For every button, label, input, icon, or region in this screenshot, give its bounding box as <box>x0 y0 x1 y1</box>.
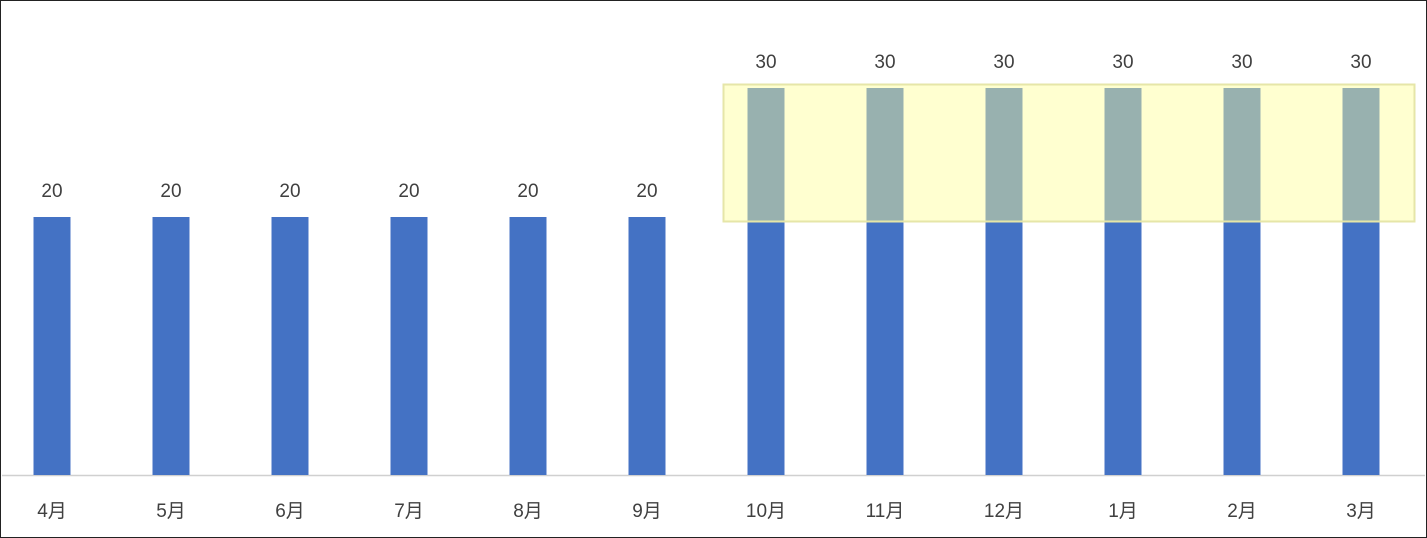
bar <box>33 217 71 475</box>
bar <box>1342 88 1380 475</box>
x-tick-label: 12月 <box>984 501 1024 522</box>
data-label: 20 <box>279 181 300 202</box>
data-label: 30 <box>1112 52 1133 73</box>
x-tick-label: 2月 <box>1227 501 1257 522</box>
bar <box>985 88 1023 475</box>
plot-area: 4月 20 5月 20 6月 20 7月 20 8月 20 9月 20 10月 30 11月 30 12月 30 1… <box>33 52 1380 522</box>
bar <box>271 217 309 475</box>
data-label: 30 <box>993 52 1014 73</box>
x-tick-label: 7月 <box>394 501 424 522</box>
bar <box>747 88 785 475</box>
data-label: 30 <box>1350 52 1371 73</box>
x-tick-label: 6月 <box>275 501 305 522</box>
highlight-box <box>722 83 1416 223</box>
data-label: 30 <box>874 52 895 73</box>
x-tick-label: 9月 <box>632 501 662 522</box>
bar <box>628 217 666 475</box>
x-tick-label: 8月 <box>513 501 543 522</box>
data-label: 20 <box>398 181 419 202</box>
x-tick-label: 10月 <box>746 501 786 522</box>
data-label: 30 <box>755 52 776 73</box>
x-tick-label: 1月 <box>1108 501 1138 522</box>
bar <box>1223 88 1261 475</box>
data-label: 20 <box>517 181 538 202</box>
data-label: 20 <box>41 181 62 202</box>
data-label: 20 <box>160 181 181 202</box>
bar <box>866 88 904 475</box>
data-label: 30 <box>1231 52 1252 73</box>
bar <box>1104 88 1142 475</box>
bar <box>152 217 190 475</box>
bar <box>390 217 428 475</box>
bar <box>509 217 547 475</box>
x-tick-label: 3月 <box>1346 501 1376 522</box>
x-tick-label: 11月 <box>866 501 905 522</box>
x-tick-label: 5月 <box>156 501 186 522</box>
data-label: 20 <box>636 181 657 202</box>
x-tick-label: 4月 <box>37 501 67 522</box>
